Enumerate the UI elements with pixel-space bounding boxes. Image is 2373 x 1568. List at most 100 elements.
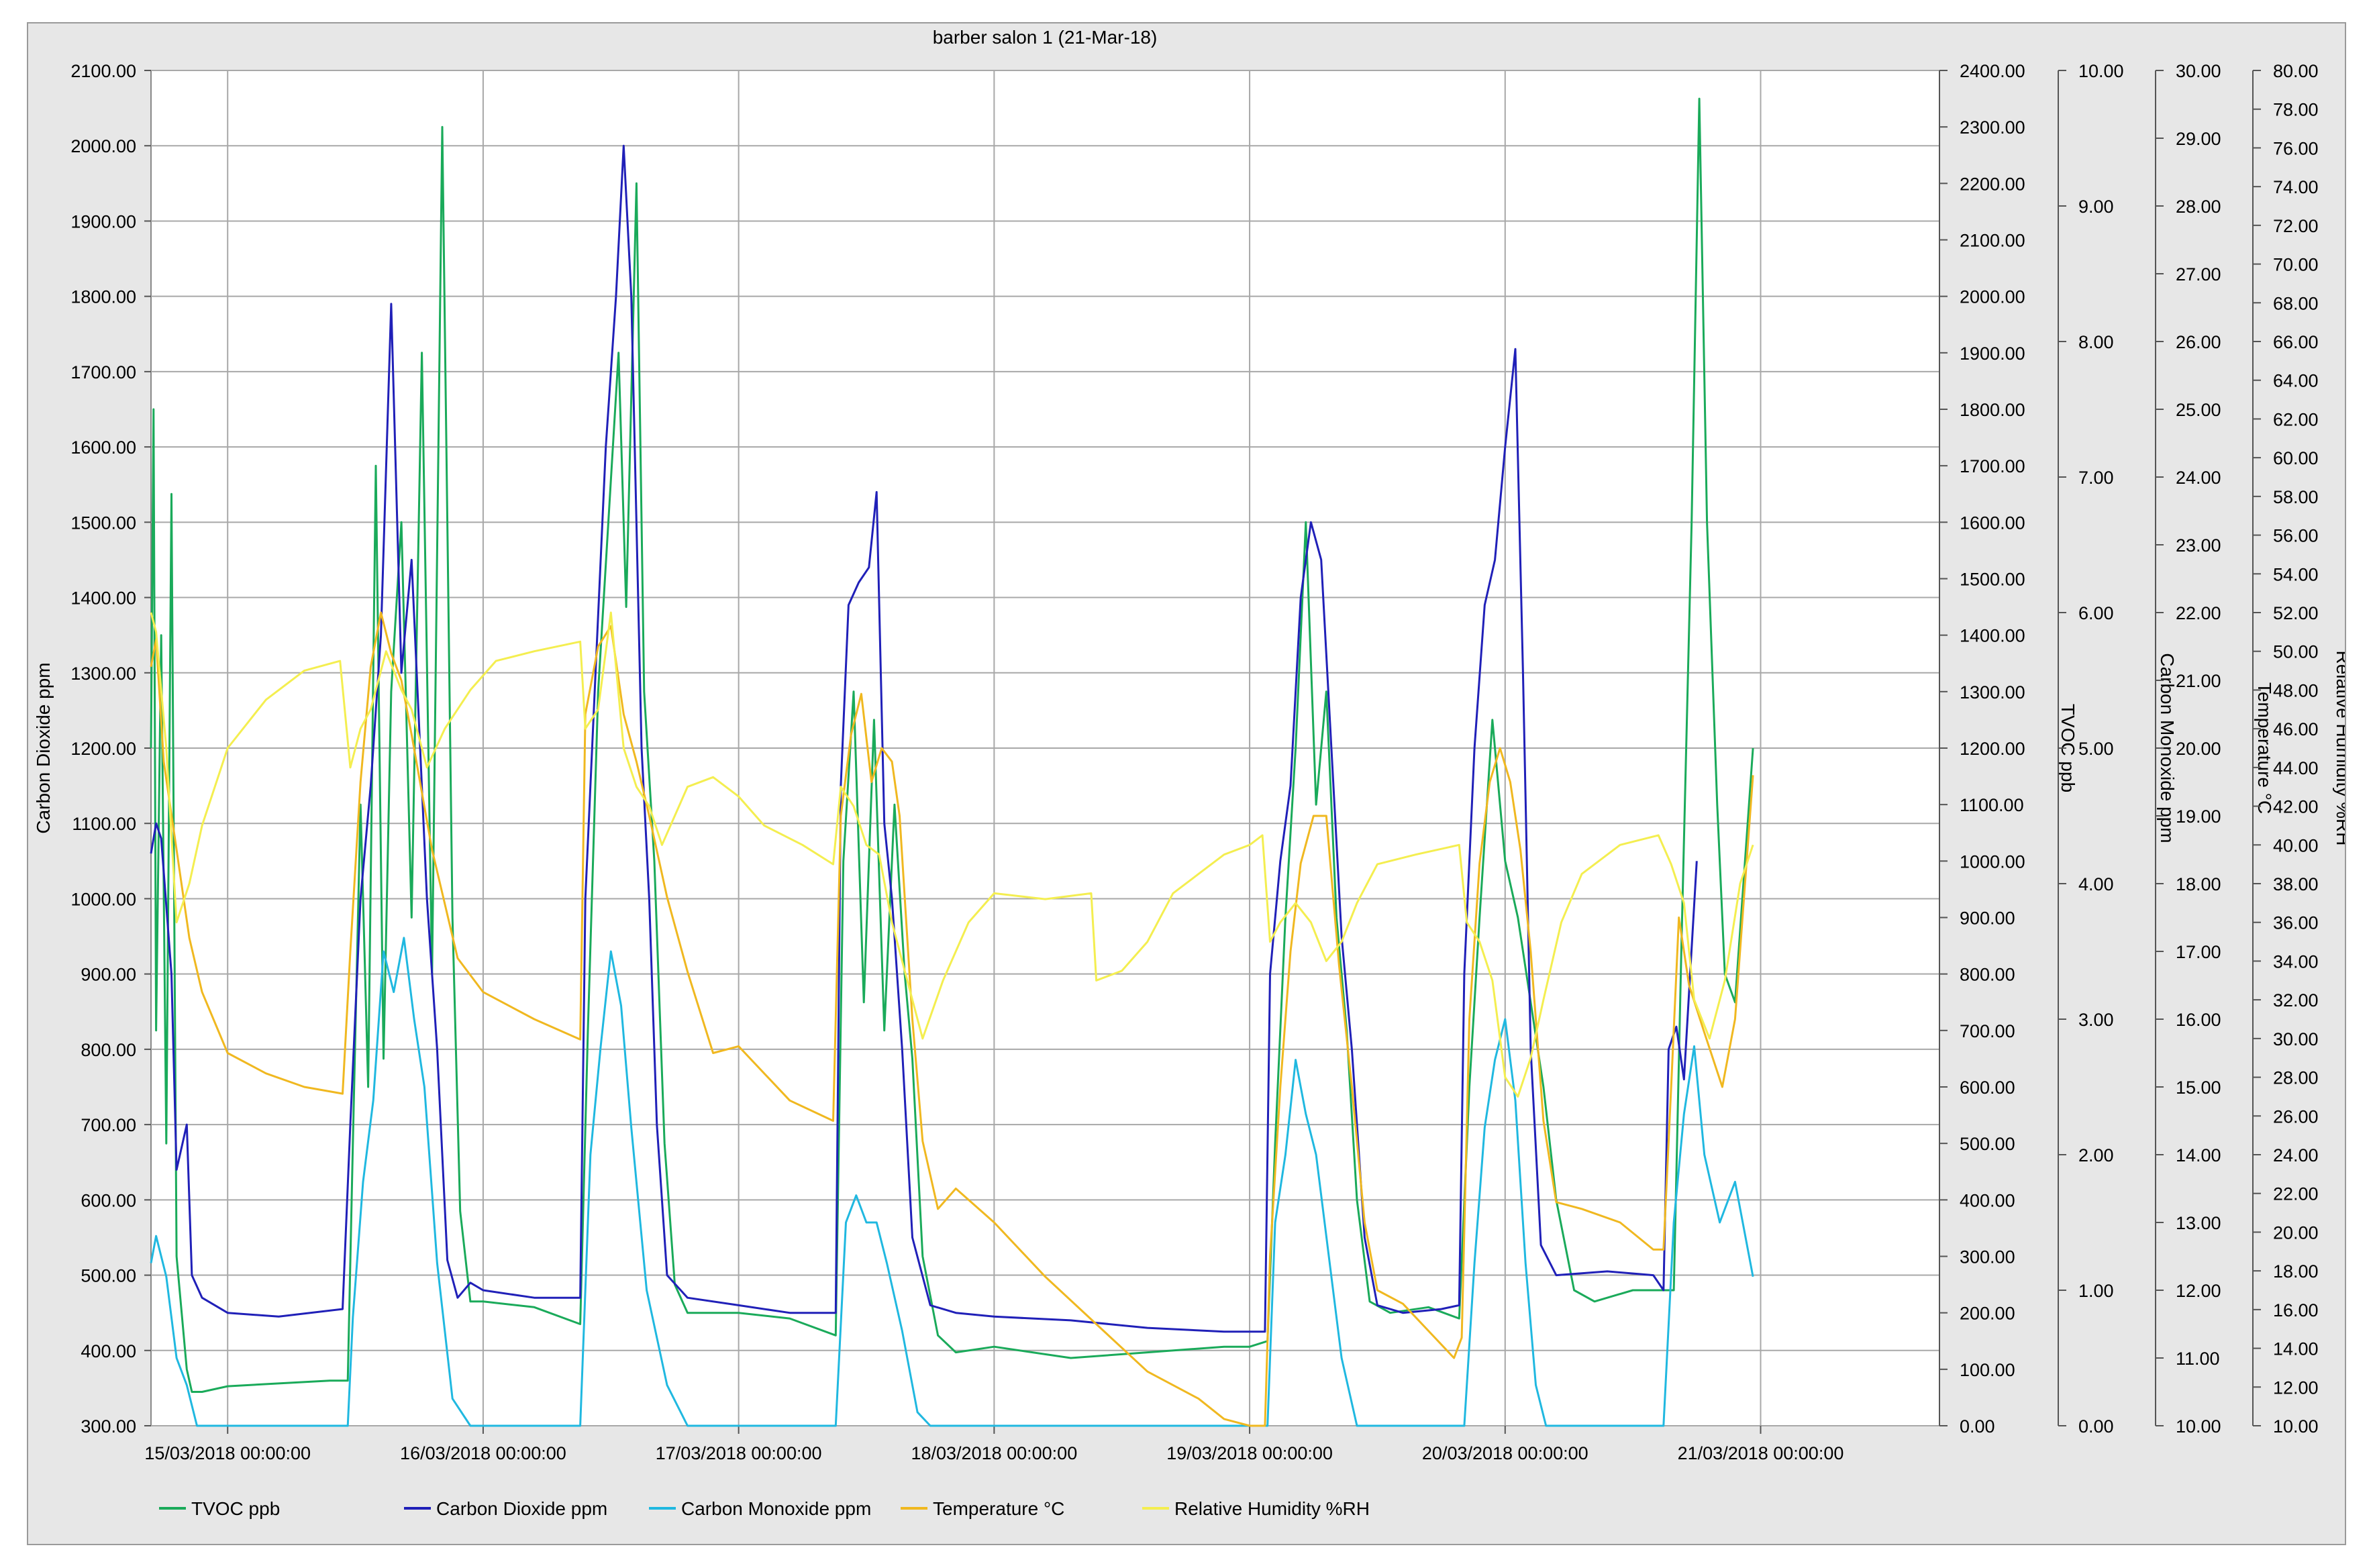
series-line-3 — [150, 611, 1754, 1427]
co2-tick-label: 1800.00 — [70, 287, 136, 307]
co2-tick-label: 900.00 — [81, 965, 136, 985]
series-line-1 — [150, 144, 1698, 1333]
tvoc-tick-label: 600.00 — [1960, 1078, 2015, 1098]
x-tick-label: 15/03/2018 00:00:00 — [144, 1443, 311, 1463]
temp-tick-label: 11.00 — [2176, 1349, 2220, 1369]
rh-tick-label: 80.00 — [2273, 61, 2319, 81]
co-tick-label: 8.00 — [2078, 332, 2114, 352]
co2-tick-label: 1500.00 — [70, 513, 136, 533]
tvoc-tick-label: 2000.00 — [1960, 287, 2025, 307]
rh-tick-label: 30.00 — [2273, 1029, 2319, 1049]
series-line-0 — [150, 97, 1754, 1393]
rh-tick-label: 32.00 — [2273, 990, 2319, 1010]
tvoc-tick-label: 1000.00 — [1960, 851, 2025, 872]
rh-tick-label: 52.00 — [2273, 603, 2319, 623]
co2-tick-label: 1900.00 — [70, 211, 136, 231]
temp-tick-label: 22.00 — [2176, 603, 2221, 623]
co2-tick-label: 1700.00 — [70, 362, 136, 382]
co-tick-label: 0.00 — [2078, 1416, 2114, 1436]
tvoc-tick-label: 2200.00 — [1960, 174, 2025, 194]
rh-tick-label: 10.00 — [2273, 1416, 2319, 1436]
rh-tick-label: 70.00 — [2273, 255, 2319, 275]
temp-tick-label: 23.00 — [2176, 535, 2221, 556]
rh-tick-label: 74.00 — [2273, 177, 2319, 197]
co2-tick-label: 300.00 — [81, 1416, 136, 1436]
co2-tick-label: 800.00 — [81, 1040, 136, 1060]
x-tick-label: 19/03/2018 00:00:00 — [1166, 1443, 1333, 1463]
co2-axis-label: Carbon Dioxide ppm — [33, 662, 54, 833]
rh-tick-label: 12.00 — [2273, 1377, 2319, 1398]
rh-tick-label: 66.00 — [2273, 332, 2319, 352]
temp-tick-label: 13.00 — [2176, 1213, 2221, 1233]
x-tick-label: 18/03/2018 00:00:00 — [911, 1443, 1077, 1463]
rh-tick-label: 38.00 — [2273, 874, 2319, 894]
co2-tick-label: 500.00 — [81, 1266, 136, 1286]
tvoc-tick-label: 0.00 — [1960, 1416, 1995, 1436]
temp-tick-label: 17.00 — [2176, 942, 2221, 962]
rh-tick-label: 68.00 — [2273, 293, 2319, 313]
temp-tick-label: 27.00 — [2176, 264, 2221, 284]
rh-tick-label: 22.00 — [2273, 1184, 2319, 1204]
tvoc-tick-label: 1900.00 — [1960, 344, 2025, 364]
temp-tick-label: 28.00 — [2176, 197, 2221, 217]
rh-tick-label: 62.00 — [2273, 409, 2319, 429]
tvoc-tick-label: 200.00 — [1960, 1304, 2015, 1324]
temp-tick-label: 30.00 — [2176, 61, 2221, 81]
tvoc-tick-label: 1400.00 — [1960, 626, 2025, 646]
temp-tick-label: 16.00 — [2176, 1010, 2221, 1030]
co-tick-label: 3.00 — [2078, 1010, 2114, 1030]
rh-tick-label: 50.00 — [2273, 642, 2319, 662]
co-tick-label: 2.00 — [2078, 1145, 2114, 1165]
rh-tick-label: 24.00 — [2273, 1145, 2319, 1165]
temp-tick-label: 24.00 — [2176, 468, 2221, 488]
temp-tick-label: 21.00 — [2176, 671, 2221, 691]
rh-tick-label: 26.00 — [2273, 1106, 2319, 1127]
series-line-2 — [150, 937, 1754, 1427]
temp-tick-label: 15.00 — [2176, 1078, 2221, 1098]
tvoc-tick-label: 400.00 — [1960, 1190, 2015, 1210]
rh-tick-label: 40.00 — [2273, 835, 2319, 855]
tvoc-tick-label: 2300.00 — [1960, 117, 2025, 138]
legend-label: TVOC ppb — [191, 1498, 280, 1519]
temp-tick-label: 10.00 — [2176, 1416, 2221, 1436]
rh-tick-label: 36.00 — [2273, 913, 2319, 933]
co2-tick-label: 1000.00 — [70, 889, 136, 909]
rh-tick-label: 20.00 — [2273, 1222, 2319, 1243]
tvoc-tick-label: 100.00 — [1960, 1360, 2015, 1380]
co2-tick-label: 400.00 — [81, 1341, 136, 1361]
co-tick-label: 4.00 — [2078, 874, 2114, 894]
co2-tick-label: 1300.00 — [70, 664, 136, 684]
tvoc-tick-label: 700.00 — [1960, 1021, 2015, 1041]
rh-tick-label: 64.00 — [2273, 371, 2319, 391]
rh-tick-label: 48.00 — [2273, 680, 2319, 700]
legend-label: Relative Humidity %RH — [1174, 1498, 1370, 1519]
co2-tick-label: 600.00 — [81, 1190, 136, 1210]
co-tick-label: 7.00 — [2078, 468, 2114, 488]
chart-svg: barber salon 1 (21-Mar-18) 300.00 400.00 5… — [33, 27, 2345, 1519]
rh-tick-label: 60.00 — [2273, 448, 2319, 468]
rh-tick-label: 54.00 — [2273, 564, 2319, 584]
temp-tick-label: 12.00 — [2176, 1281, 2221, 1301]
rh-tick-label: 72.00 — [2273, 216, 2319, 236]
tvoc-tick-label: 500.00 — [1960, 1134, 2015, 1154]
rh-tick-label: 28.00 — [2273, 1068, 2319, 1088]
co2-tick-label: 700.00 — [81, 1115, 136, 1135]
tvoc-tick-label: 1800.00 — [1960, 400, 2025, 420]
rh-tick-label: 56.00 — [2273, 526, 2319, 546]
x-tick-label: 21/03/2018 00:00:00 — [1678, 1443, 1844, 1463]
x-tick-label: 17/03/2018 00:00:00 — [656, 1443, 822, 1463]
rh-tick-label: 34.00 — [2273, 951, 2319, 972]
rh-axis-label: Relative Humidity %RH — [2333, 651, 2345, 846]
rh-tick-label: 42.00 — [2273, 797, 2319, 817]
temp-tick-label: 25.00 — [2176, 400, 2221, 420]
temp-tick-label: 29.00 — [2176, 129, 2221, 149]
rh-tick-label: 18.00 — [2273, 1261, 2319, 1282]
rh-tick-label: 14.00 — [2273, 1339, 2319, 1359]
co-tick-label: 9.00 — [2078, 197, 2114, 217]
co2-tick-label: 1100.00 — [72, 814, 136, 834]
tvoc-tick-label: 1200.00 — [1960, 739, 2025, 759]
x-tick-label: 20/03/2018 00:00:00 — [1422, 1443, 1588, 1463]
axes: 300.00 400.00 500.00 600.00 700.00 800.00 900.… — [33, 61, 2345, 1463]
rh-tick-label: 44.00 — [2273, 758, 2319, 778]
chart-frame: barber salon 1 (21-Mar-18) 300.00 400.00 5… — [27, 22, 2346, 1545]
